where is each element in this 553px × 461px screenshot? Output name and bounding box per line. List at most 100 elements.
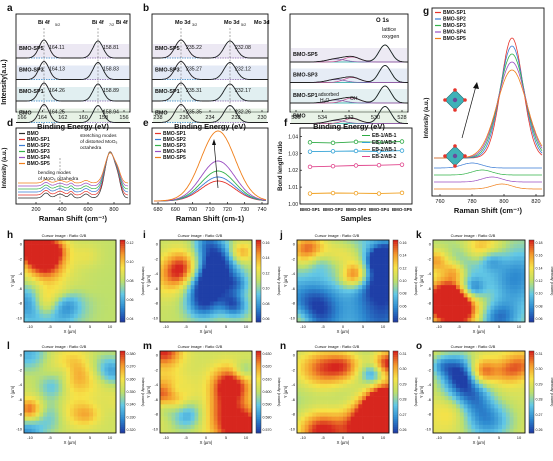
heatmap-cell bbox=[444, 276, 449, 282]
heatmap-cell bbox=[494, 404, 499, 409]
sample-label: BMO bbox=[19, 111, 32, 117]
heatmap-cell bbox=[27, 424, 32, 430]
colorbar-cell bbox=[529, 424, 534, 428]
heatmap-cell bbox=[300, 285, 305, 290]
heatmap-cell bbox=[505, 272, 510, 278]
heatmap-cell bbox=[43, 264, 48, 269]
heatmap-cell bbox=[89, 359, 94, 364]
heatmap-cell bbox=[350, 317, 355, 323]
heatmap-cell bbox=[498, 367, 503, 372]
panel-title: O 1s bbox=[376, 18, 390, 24]
heatmap-cell bbox=[377, 252, 382, 257]
heatmap-cell bbox=[335, 396, 340, 401]
heatmap-cell bbox=[452, 396, 457, 401]
heatmap-cell bbox=[81, 392, 86, 397]
heatmap-cell bbox=[66, 268, 71, 274]
heatmap-cell bbox=[459, 371, 464, 376]
colorbar-cell bbox=[393, 319, 398, 323]
heatmap-cell bbox=[31, 367, 36, 372]
heatmap-cell bbox=[50, 244, 55, 249]
heatmap-cell bbox=[482, 248, 487, 253]
colorbar-cell bbox=[120, 285, 125, 288]
heatmap-cell bbox=[354, 281, 359, 286]
heatmap-cell bbox=[323, 272, 328, 278]
heatmap-cell bbox=[509, 252, 514, 257]
panel-letter: g bbox=[423, 6, 429, 17]
heatmap-cell bbox=[358, 424, 363, 430]
heatmap-cell bbox=[198, 240, 203, 245]
oxygen-atom bbox=[463, 98, 467, 102]
heatmap-cell bbox=[490, 404, 495, 409]
heatmap-cell bbox=[436, 363, 441, 368]
heatmap-cell bbox=[323, 240, 328, 245]
octahedron-inset-center bbox=[452, 97, 458, 103]
heatmap-cell bbox=[459, 276, 464, 282]
x-tick-label: 700 bbox=[188, 207, 197, 213]
heatmap-cell bbox=[377, 387, 382, 393]
heatmap-cell bbox=[183, 301, 188, 306]
heatmap-cell bbox=[43, 268, 48, 274]
spectrum-line bbox=[152, 61, 268, 80]
heatmap-cell bbox=[479, 375, 484, 380]
heatmap-cell bbox=[70, 367, 75, 372]
heatmap-cell bbox=[346, 392, 351, 397]
heatmap-cell bbox=[50, 392, 55, 397]
heatmap-cell bbox=[27, 379, 32, 385]
heatmap-cell bbox=[354, 264, 359, 269]
colorbar-cell bbox=[529, 297, 534, 300]
heatmap-cell bbox=[381, 305, 386, 310]
heatmap-cell bbox=[100, 248, 105, 253]
heatmap-cell bbox=[346, 301, 351, 306]
heatmap-cell bbox=[96, 281, 101, 286]
heatmap-cell bbox=[236, 289, 241, 294]
colorbar-cell bbox=[529, 293, 534, 296]
heatmap-cell bbox=[486, 355, 491, 360]
heatmap-cell bbox=[373, 416, 378, 421]
heatmap-cell bbox=[100, 256, 105, 261]
heatmap-cell bbox=[456, 428, 461, 434]
heatmap-cell bbox=[385, 404, 390, 409]
heatmap-cell bbox=[358, 387, 363, 393]
heatmap-cell bbox=[39, 387, 44, 393]
heatmap-cell bbox=[77, 285, 82, 290]
heatmap-cell bbox=[494, 383, 499, 389]
heatmap-cell bbox=[112, 387, 117, 393]
heatmap-cell bbox=[366, 276, 371, 282]
heatmap-cell bbox=[58, 375, 63, 380]
heatmap-cell bbox=[108, 305, 113, 310]
heatmap-cell bbox=[509, 309, 514, 315]
heatmap-cell bbox=[362, 371, 367, 376]
heatmap-cell bbox=[194, 420, 199, 426]
colorbar-cell bbox=[529, 240, 534, 243]
colorbar-cell bbox=[120, 361, 125, 364]
heatmap-cell bbox=[167, 392, 172, 397]
heatmap-cell bbox=[96, 248, 101, 253]
heatmap-cell bbox=[213, 404, 218, 409]
heatmap-cell bbox=[179, 412, 184, 417]
heatmap-cell bbox=[467, 285, 472, 290]
x-axis-label: Raman Shift (cm-1) bbox=[176, 214, 245, 223]
heatmap-cell bbox=[346, 428, 351, 434]
heatmap-cell bbox=[366, 264, 371, 269]
heatmap-cell bbox=[381, 260, 386, 265]
heatmap-cell bbox=[459, 240, 464, 245]
heatmap-cell bbox=[350, 367, 355, 372]
heatmap-cell bbox=[494, 244, 499, 249]
heatmap-cell bbox=[513, 260, 518, 265]
heatmap-cell bbox=[167, 428, 172, 434]
heatmap-cell bbox=[171, 313, 176, 319]
heatmap-cell bbox=[369, 256, 374, 261]
heatmap-cell bbox=[366, 248, 371, 253]
heatmap-cell bbox=[62, 248, 67, 253]
map-x-tick-label: -10 bbox=[27, 324, 34, 329]
heatmap-cell bbox=[160, 363, 165, 368]
heatmap-cell bbox=[444, 363, 449, 368]
heatmap-cell bbox=[186, 428, 191, 434]
map-y-tick-label: -10 bbox=[425, 427, 432, 432]
heatmap-cell bbox=[213, 351, 218, 356]
heatmap-cell bbox=[509, 351, 514, 356]
heatmap-cell bbox=[183, 404, 188, 409]
colorbar-cell bbox=[393, 394, 398, 397]
heatmap-cell bbox=[100, 400, 105, 405]
heatmap-cell bbox=[89, 297, 94, 302]
